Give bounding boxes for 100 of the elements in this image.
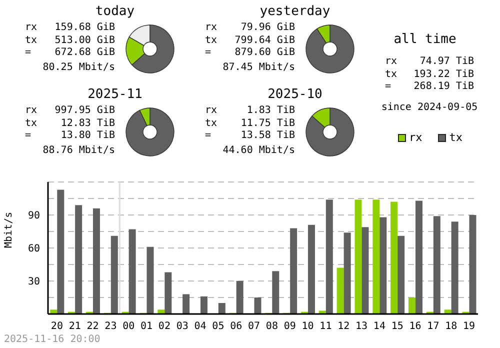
x-tick-label: 15 (391, 321, 404, 332)
text: = (25, 47, 32, 58)
text: 799.64 GiB (234, 34, 295, 46)
text: 79.96 GiB (240, 22, 295, 33)
text: tx (205, 34, 218, 46)
x-tick-label: 21 (68, 321, 81, 332)
text: 513.00 GiB (54, 34, 115, 46)
bar (128, 229, 136, 314)
donut-slice (306, 24, 354, 74)
text: tx (25, 34, 38, 46)
x-tick-label: 22 (86, 321, 99, 332)
bar (372, 200, 380, 314)
chart-title: 2025-10 (266, 87, 324, 102)
text: rx (25, 22, 38, 33)
text: rx (385, 56, 398, 67)
bar (272, 271, 280, 314)
x-tick-label: 09 (284, 321, 296, 332)
bar (50, 310, 58, 314)
bar (92, 208, 100, 314)
bar (398, 236, 405, 314)
donut-slice (306, 108, 354, 156)
text: 13.58 TiB (240, 130, 295, 141)
bar (290, 228, 298, 314)
x-tick-label: 04 (194, 321, 206, 332)
bar (110, 236, 118, 314)
text: 88.76 Mbit/s (42, 144, 115, 156)
bar (182, 294, 190, 314)
text: tx (385, 68, 398, 80)
text: = (385, 81, 392, 92)
bar (318, 310, 326, 314)
x-tick-label: 02 (158, 321, 170, 332)
bar (408, 298, 416, 314)
text: 672.68 GiB (54, 47, 115, 58)
y-axis-title: Mbit/s (4, 212, 15, 248)
text: 193.22 TiB (414, 68, 474, 80)
donut-slice (126, 108, 174, 156)
x-tick-label: 05 (212, 321, 224, 332)
text: rx (25, 105, 38, 116)
text: 74.97 TiB (420, 56, 474, 67)
x-tick-label: 23 (104, 321, 117, 332)
bar (146, 246, 154, 314)
legend-label: rx (409, 131, 422, 144)
x-tick-label: 18 (445, 321, 458, 332)
bar (451, 222, 458, 314)
x-tick-label: 14 (373, 321, 386, 332)
bar (354, 200, 362, 314)
chart-title: today (94, 4, 136, 19)
text: = (205, 47, 212, 58)
text: 268.19 TiB (414, 81, 474, 92)
bar (344, 232, 351, 314)
bar (415, 200, 422, 314)
bar (158, 310, 165, 314)
bar (433, 216, 440, 314)
text: 997.95 GiB (54, 105, 115, 116)
bar (164, 272, 172, 314)
x-tick-label: 16 (409, 321, 422, 332)
chart-title: yesterday (258, 4, 332, 19)
bar (326, 200, 333, 314)
text: tx (25, 118, 38, 128)
bar (390, 202, 398, 314)
text: 879.60 GiB (234, 47, 295, 58)
text: 80.25 Mbit/s (42, 62, 115, 72)
bar (57, 190, 64, 314)
bar (218, 303, 226, 314)
x-tick-label: 12 (338, 321, 350, 332)
bar (236, 281, 244, 314)
bar (75, 205, 82, 314)
x-tick-label: 10 (302, 321, 314, 332)
text: = (25, 130, 32, 141)
text: 159.68 GiB (54, 22, 115, 33)
text: 87.45 Mbit/s (222, 62, 295, 72)
x-tick-label: 13 (356, 321, 368, 332)
x-tick-label: 00 (122, 321, 135, 332)
text: 13.80 TiB (60, 130, 115, 141)
bar (336, 268, 344, 314)
y-tick-label: 90 (28, 210, 40, 222)
text: rx (205, 105, 218, 116)
x-tick-label: 07 (248, 321, 260, 332)
x-tick-label: 08 (266, 321, 278, 332)
bar (308, 224, 315, 314)
chart-title: 2025-11 (86, 87, 144, 102)
text: 1.83 TiB (246, 105, 295, 116)
y-tick-label: 60 (28, 244, 40, 255)
text: = (205, 130, 212, 141)
x-tick-label: 01 (140, 321, 153, 332)
text: 2025-11-16 20:00 (4, 334, 100, 345)
bar (200, 296, 208, 314)
text: 11.75 TiB (240, 118, 295, 128)
x-tick-label: 11 (320, 321, 332, 332)
legend-label: tx (449, 131, 462, 144)
x-tick-label: 06 (230, 321, 242, 332)
text: all time (392, 32, 458, 47)
bar (380, 217, 387, 314)
x-tick-label: 20 (50, 321, 63, 332)
bar (254, 298, 262, 314)
text: tx (205, 118, 218, 128)
text: 44.60 Mbit/s (222, 144, 295, 156)
text: since 2024-09-05 (380, 102, 479, 112)
bar (469, 215, 476, 314)
text: 12.83 TiB (60, 118, 115, 128)
